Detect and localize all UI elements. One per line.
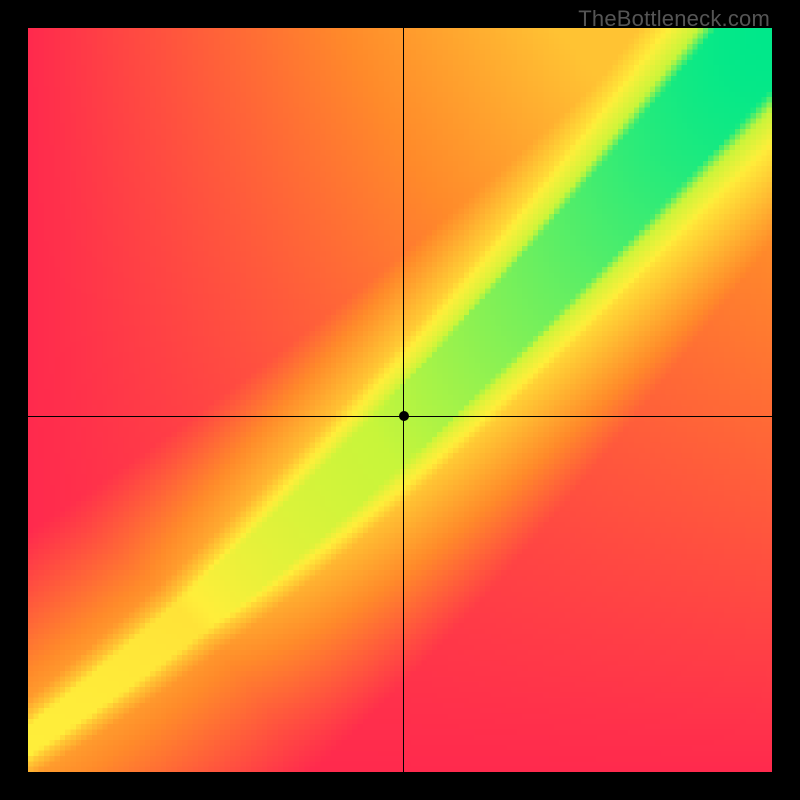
watermark-text: TheBottleneck.com — [578, 6, 770, 32]
plot-area — [28, 28, 772, 772]
chart-frame: TheBottleneck.com — [0, 0, 800, 800]
heatmap-canvas — [28, 28, 772, 772]
crosshair-marker — [399, 411, 409, 421]
crosshair-vertical — [403, 28, 405, 772]
